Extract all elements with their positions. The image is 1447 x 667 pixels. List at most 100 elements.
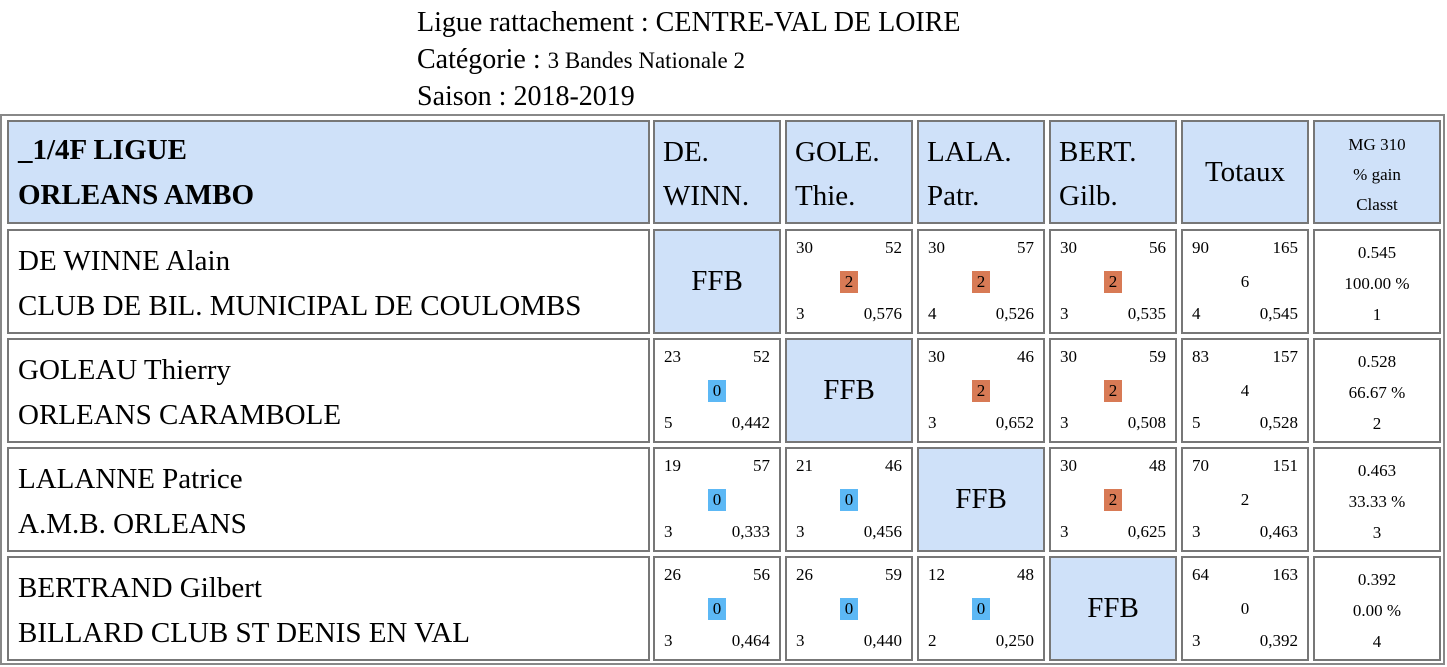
match-result-wrap: 2 (972, 379, 990, 402)
match-serie: 3 (664, 522, 673, 541)
player-cell: GOLEAU Thierry ORLEANS CARAMBOLE (7, 338, 650, 443)
match-points: 23 (664, 347, 681, 366)
match-result-wrap: 0 (708, 597, 726, 620)
match-points: 30 (928, 347, 945, 366)
match-result-badge: 0 (840, 488, 858, 511)
mg-value: 0.463 (1357, 461, 1397, 480)
totaux-label: Totaux (1204, 155, 1286, 188)
total-serie: 4 (1192, 304, 1201, 323)
ffb-cell: FFB (653, 229, 781, 334)
match-moyenne: 0,625 (1127, 522, 1166, 541)
player-cell: DE WINNE Alain CLUB DE BIL. MUNICIPAL DE … (7, 229, 650, 334)
results-table (0, 114, 1445, 665)
match-cell: 30 56 2 3 0,535 (1049, 229, 1177, 334)
match-cell: 26 56 0 3 0,464 (653, 556, 781, 661)
column-header-totaux: Totaux (1181, 120, 1309, 224)
match-moyenne: 0,440 (863, 631, 902, 650)
match-result-badge: 2 (972, 270, 990, 293)
column-header-line1: BERT. (1059, 136, 1137, 168)
gain-value: 33.33 % (1348, 492, 1406, 511)
match-result-badge: 2 (1104, 379, 1122, 402)
column-header-bertrand: BERT. Gilb. (1049, 120, 1177, 224)
match-reprises: 59 (885, 565, 902, 584)
match-reprises: 57 (1017, 238, 1034, 257)
match-reprises: 59 (1149, 347, 1166, 366)
match-result-wrap: 0 (708, 488, 726, 511)
match-points: 30 (796, 238, 813, 257)
match-cell: 21 46 0 3 0,456 (785, 447, 913, 552)
match-result-badge: 0 (708, 597, 726, 620)
total-reprises: 157 (1272, 347, 1299, 366)
column-header-line1: DE. (663, 136, 709, 168)
totals-cell: 90 165 6 4 0,545 (1181, 229, 1309, 334)
total-result: 6 (1240, 271, 1250, 291)
match-moyenne: 0,442 (731, 413, 770, 432)
match-result-wrap: 2 (972, 270, 990, 293)
match-serie: 3 (1060, 522, 1069, 541)
rank-value: 3 (1372, 523, 1382, 542)
gain-value: 100.00 % (1344, 274, 1410, 293)
total-reprises: 163 (1272, 565, 1299, 584)
ligue-line: Ligue rattachement : CENTRE-VAL DE LOIRE (417, 7, 961, 38)
ffb-label: FFB (1087, 592, 1139, 624)
match-result-wrap: 2 (840, 270, 858, 293)
match-serie: 3 (1060, 413, 1069, 432)
match-result-badge: 0 (840, 597, 858, 620)
match-cell: 23 52 0 5 0,442 (653, 338, 781, 443)
mg-label: MG 310 (1348, 135, 1406, 154)
match-points: 19 (664, 456, 681, 475)
match-serie: 3 (928, 413, 937, 432)
match-cell: 30 57 2 4 0,526 (917, 229, 1045, 334)
column-header-dewinne: DE. WINN. (653, 120, 781, 224)
match-cell: 30 48 2 3 0,625 (1049, 447, 1177, 552)
page-header: Ligue rattachement : CENTRE-VAL DE LOIRE… (417, 4, 961, 115)
saison-line: Saison : 2018-2019 (417, 81, 635, 112)
rank-value: 1 (1372, 305, 1382, 324)
ffb-label: FFB (955, 483, 1007, 515)
match-result-badge: 0 (708, 488, 726, 511)
match-reprises: 56 (753, 565, 770, 584)
column-header-line2: Thie. (795, 180, 856, 212)
total-serie: 3 (1192, 522, 1201, 541)
competition-title: _1/4F LIGUE (18, 134, 187, 166)
match-reprises: 52 (885, 238, 902, 257)
match-moyenne: 0,576 (863, 304, 902, 323)
mg-value: 0.392 (1357, 570, 1397, 589)
match-cell: 30 52 2 3 0,576 (785, 229, 913, 334)
match-result-badge: 0 (708, 379, 726, 402)
match-reprises: 46 (885, 456, 902, 475)
match-reprises: 57 (753, 456, 770, 475)
total-points: 64 (1192, 565, 1209, 584)
categorie-line: Catégorie : 3 Bandes Nationale 2 (417, 41, 961, 78)
match-cell: 26 59 0 3 0,440 (785, 556, 913, 661)
match-result-wrap: 2 (1104, 379, 1122, 402)
rank-value: 4 (1372, 632, 1382, 651)
match-result-badge: 2 (1104, 488, 1122, 511)
gain-label: % gain (1353, 165, 1401, 184)
totals-cell: 83 157 4 5 0,528 (1181, 338, 1309, 443)
ranking-cell: 0.392 0.00 % 4 (1313, 556, 1441, 661)
match-moyenne: 0,456 (863, 522, 902, 541)
totals-cell: 64 163 0 3 0,392 (1181, 556, 1309, 661)
match-serie: 3 (796, 631, 805, 650)
club-title: ORLEANS AMBO (18, 179, 255, 211)
match-result-badge: 2 (840, 270, 858, 293)
total-result: 4 (1240, 380, 1250, 400)
player-name: GOLEAU Thierry (18, 354, 231, 386)
match-points: 30 (1060, 347, 1077, 366)
match-result-badge: 2 (1104, 270, 1122, 293)
match-result-badge: 2 (972, 379, 990, 402)
match-reprises: 46 (1017, 347, 1034, 366)
mg-value: 0.528 (1357, 352, 1397, 371)
match-moyenne: 0,250 (995, 631, 1034, 650)
player-cell: LALANNE Patrice A.M.B. ORLEANS (7, 447, 650, 552)
gain-value: 0.00 % (1352, 601, 1402, 620)
player-club: A.M.B. ORLEANS (18, 508, 247, 540)
match-serie: 5 (664, 413, 673, 432)
total-points: 90 (1192, 238, 1209, 257)
column-header-line2: Gilb. (1059, 180, 1118, 212)
match-points: 26 (664, 565, 681, 584)
rank-value: 2 (1372, 414, 1382, 433)
total-serie: 3 (1192, 631, 1201, 650)
total-moyenne: 0,545 (1259, 304, 1298, 323)
